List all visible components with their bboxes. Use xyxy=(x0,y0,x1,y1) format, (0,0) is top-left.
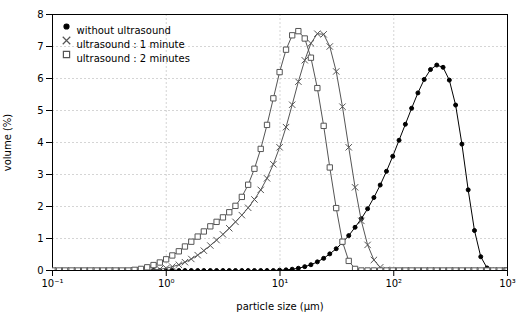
svg-text:10²: 10² xyxy=(385,278,402,289)
svg-text:6: 6 xyxy=(37,73,43,84)
svg-text:2: 2 xyxy=(37,201,43,212)
svg-text:10³: 10³ xyxy=(499,278,516,289)
svg-text:10¹: 10¹ xyxy=(272,278,289,289)
svg-text:5: 5 xyxy=(37,105,43,116)
svg-text:ultrasound : 2 minutes: ultrasound : 2 minutes xyxy=(77,53,190,64)
svg-text:0: 0 xyxy=(37,265,43,276)
svg-text:3: 3 xyxy=(37,169,43,180)
svg-text:ultrasound : 1 minute: ultrasound : 1 minute xyxy=(77,39,185,50)
svg-text:8: 8 xyxy=(37,9,43,20)
svg-text:10⁰: 10⁰ xyxy=(158,278,175,289)
svg-text:particle size (μm): particle size (μm) xyxy=(236,301,323,312)
svg-text:4: 4 xyxy=(37,137,43,148)
svg-text:without ultrasound: without ultrasound xyxy=(77,25,171,36)
svg-text:1: 1 xyxy=(37,233,43,244)
svg-text:7: 7 xyxy=(37,41,43,52)
svg-text:volume (%): volume (%) xyxy=(2,114,13,172)
svg-text:10⁻¹: 10⁻¹ xyxy=(41,278,63,289)
